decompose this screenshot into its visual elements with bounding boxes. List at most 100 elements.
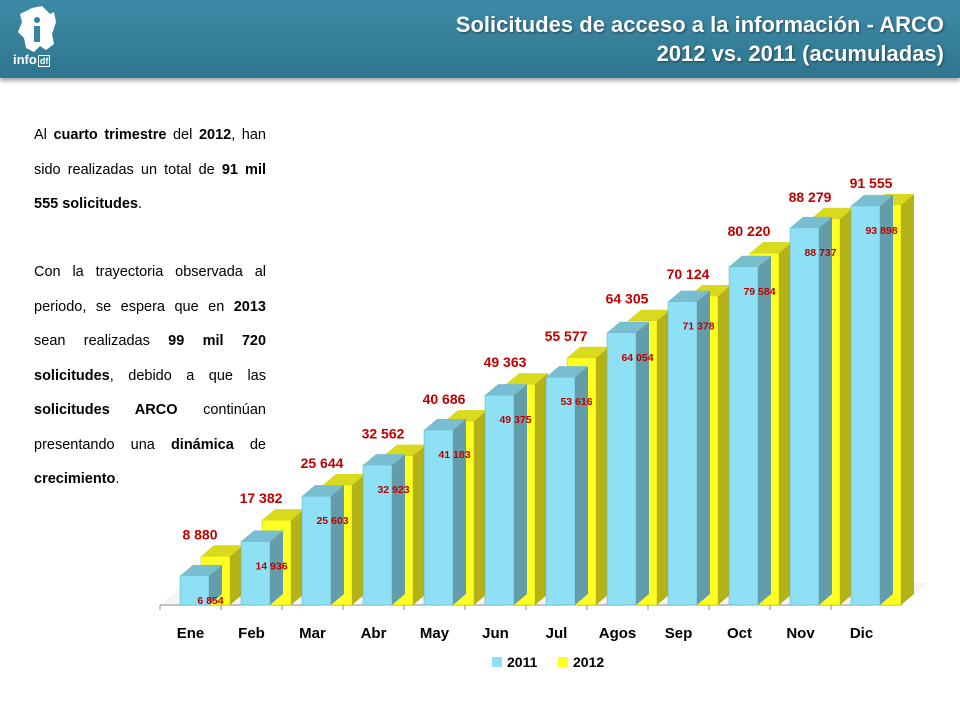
- x-tick-label-Jul: Jul: [546, 625, 568, 642]
- p1-run-4: , han sido realizadas un total de: [34, 127, 266, 178]
- bar-2011-Ene-side: [209, 564, 222, 605]
- bar-2011-Jul: [545, 366, 588, 606]
- page-title: Solicitudes de acceso a la información -…: [456, 10, 944, 68]
- p2-run-1: 2013: [233, 298, 266, 315]
- label-2011-Sep: 71 378: [682, 321, 714, 333]
- bar-2011-Abr-top: [363, 454, 405, 466]
- bar-2011-Jul-top: [546, 366, 588, 378]
- x-tick-label-Oct: Oct: [727, 625, 752, 642]
- p2-run-2: sean realizadas: [34, 333, 169, 349]
- bar-2011-Ene-top: [180, 564, 222, 576]
- x-tick-label-Dic: Dic: [850, 625, 873, 642]
- bar-2012-May-top: [445, 410, 487, 422]
- infodf-logo-icon: [18, 6, 56, 52]
- x-tick-label-Feb: Feb: [238, 625, 265, 642]
- bar-2012-Feb-top: [262, 509, 304, 521]
- logo-text: info df: [13, 52, 51, 67]
- bar-2011-Ene: [179, 564, 222, 606]
- label-2011-Nov: 88 737: [804, 247, 836, 259]
- label-2011-Feb: 14 936: [255, 561, 287, 573]
- bar-2011-Oct-front: [728, 266, 759, 606]
- bar-2011-Jun-top: [485, 384, 527, 396]
- p1-run-1: cuarto trimestre: [53, 127, 167, 143]
- x-tick-label-Abr: Abr: [361, 625, 387, 642]
- title-line-1: Solicitudes de acceso a la información -…: [455, 12, 944, 37]
- bar-2012-Mar-side: [352, 474, 365, 605]
- bar-2012-Nov-top: [811, 207, 853, 219]
- bar-2011-Feb-front: [240, 541, 271, 606]
- p1-run-3: 2012: [198, 127, 232, 143]
- bar-2012-Nov-side: [840, 207, 853, 605]
- bar-2011-Feb-side: [270, 530, 283, 605]
- bar-2011-Mar: [301, 485, 344, 606]
- label-2012-May: 40 686: [423, 391, 466, 407]
- label-2012-Ene: 8 880: [182, 526, 217, 542]
- p2-run-10: .: [115, 471, 120, 487]
- label-2011-Dic: 93 898: [865, 225, 897, 237]
- bar-2012-Jul-side: [596, 346, 609, 605]
- x-tick-label-Nov: Nov: [786, 625, 815, 642]
- x-tick-label-Agos: Agos: [599, 625, 637, 642]
- label-2012-Agos: 64 305: [606, 291, 649, 307]
- bar-2011-Sep-side: [697, 290, 710, 605]
- bar-2012-May-side: [474, 410, 487, 605]
- bar-2011-Sep-front: [667, 301, 698, 606]
- label-2011-Mar: 25 603: [316, 515, 348, 527]
- bar-2011-Oct-side: [758, 255, 771, 605]
- bar-2011-Dic-top: [851, 194, 893, 206]
- bar-2011-Mar-top: [302, 485, 344, 497]
- label-2011-Jun: 49 375: [499, 414, 531, 426]
- bar-2011-Dic-front: [850, 205, 881, 606]
- p1-run-2: del: [166, 127, 199, 143]
- bar-2012-Oct-top: [750, 242, 792, 254]
- bar-2012-Ene-top: [201, 545, 243, 557]
- bar-2012-Oct-side: [779, 242, 792, 605]
- x-tick-label-Jun: Jun: [482, 625, 509, 642]
- bar-2012-Mar-top: [323, 474, 365, 486]
- bar-2011-Nov: [789, 216, 832, 606]
- bar-2012-Jul-top: [567, 346, 609, 358]
- summary-paragraph: Al cuarto trimestre del 2012, han sido r…: [34, 118, 266, 222]
- p2-run-8: de: [233, 436, 266, 453]
- label-2011-Abr: 32 923: [377, 484, 409, 496]
- label-2011-Agos: 64 054: [621, 352, 653, 364]
- bar-2011-Feb-top: [241, 530, 283, 542]
- label-2011-Jul: 53 616: [560, 396, 592, 408]
- bar-2011-Agos-front: [606, 332, 637, 606]
- legend-swatch-2011: [492, 657, 502, 667]
- bar-2012-Agos-top: [628, 309, 670, 321]
- bar-2011-May-top: [424, 418, 466, 430]
- x-tick-label-Sep: Sep: [665, 625, 693, 642]
- bar-2011-Jul-front: [545, 376, 576, 606]
- bar-2012-Agos-side: [657, 309, 670, 605]
- x-tick-label-Mar: Mar: [299, 625, 326, 642]
- bar-2011-Mar-side: [331, 485, 344, 605]
- legend-label-2012: 2012: [573, 654, 604, 670]
- bar-2011-Jul-side: [575, 366, 588, 605]
- p1-run-6: .: [137, 196, 142, 212]
- legend-label-2011: 2011: [507, 654, 538, 670]
- bar-2011-Agos-top: [607, 321, 649, 333]
- projection-paragraph: Con la trayectoria observada al periodo,…: [34, 255, 266, 497]
- bar-2011-Agos-side: [636, 321, 649, 605]
- bar-2011-Abr-front: [362, 464, 393, 606]
- bar-2011-May: [423, 418, 466, 606]
- label-2011-Ene: 6 854: [197, 595, 223, 607]
- bar-2011-Jun-side: [514, 384, 527, 605]
- label-2012-Jun: 49 363: [484, 354, 527, 370]
- p2-run-5: solicitudes ARCO: [34, 402, 178, 418]
- bar-2011-Abr: [362, 454, 405, 606]
- bar-2012-Ene-side: [230, 545, 243, 605]
- bar-chart: 8 880 6 854 Ene 17 382 14 936 Feb 25 644 25 603…: [159, 175, 928, 670]
- label-2012-Nov: 88 279: [789, 189, 832, 205]
- p2-run-6: continúan presentando una: [34, 402, 266, 453]
- bar-2012-Abr-top: [384, 444, 426, 456]
- label-2012-Jul: 55 577: [545, 328, 588, 344]
- p2-run-0: Con la trayectoria observada al periodo,…: [34, 264, 266, 315]
- bar-2011-Mar-front: [301, 495, 332, 606]
- label-2012-Mar: 25 644: [301, 455, 344, 471]
- label-2012-Oct: 80 220: [728, 223, 771, 239]
- header-banner: info df Solicitudes de acceso a la inform…: [0, 0, 960, 78]
- bar-2011-Dic-side: [880, 194, 893, 605]
- bar-2011-Oct-top: [729, 255, 771, 267]
